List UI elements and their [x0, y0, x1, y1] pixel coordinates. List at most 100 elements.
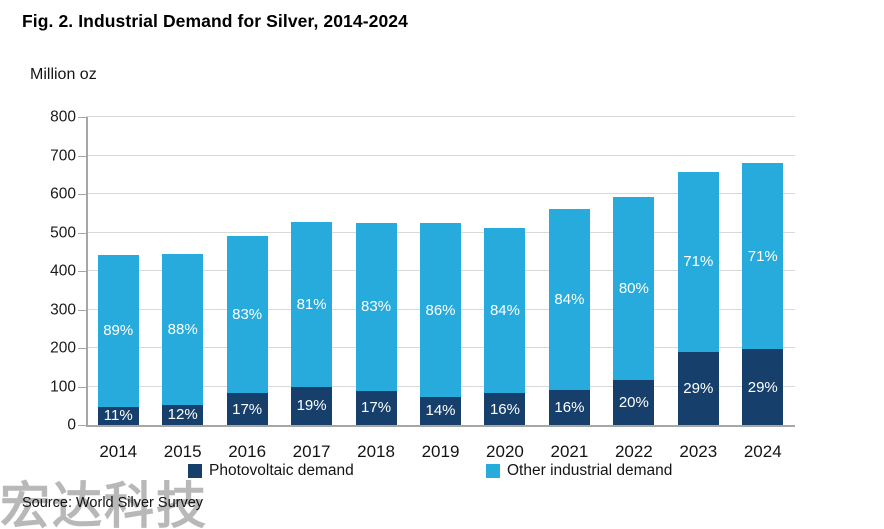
segment-other-industrial-2014: 89%: [97, 255, 139, 407]
pct-label-other-industrial-2016: 83%: [232, 306, 263, 324]
segment-photovoltaic-2018: 17%: [355, 390, 397, 425]
segment-photovoltaic-2014: 11%: [97, 406, 139, 425]
y-tick-label-300: 300: [50, 300, 76, 318]
segment-photovoltaic-2024: 29%: [742, 349, 784, 425]
segment-photovoltaic-2019: 14%: [420, 396, 461, 425]
bar-2016: 83% 17%: [226, 117, 268, 425]
y-tick-label-600: 600: [50, 185, 76, 203]
bar-2014: 89% 11%: [97, 117, 139, 425]
x-tick-label-2023: 2023: [679, 442, 718, 461]
pct-label-other-industrial-2021: 84%: [554, 291, 585, 308]
y-tick-mark-300: [78, 309, 86, 311]
pct-label-photovoltaic-2023: 29%: [683, 379, 714, 397]
y-tick-mark-400: [78, 271, 86, 272]
pct-label-other-industrial-2020: 84%: [489, 302, 520, 320]
pct-label-photovoltaic-2021: 16%: [554, 399, 585, 417]
y-tick-label-0: 0: [67, 416, 76, 434]
bar-2022: 80% 20%: [613, 117, 655, 425]
segment-photovoltaic-2021: 16%: [548, 390, 590, 425]
x-tick-label-2024: 2024: [743, 442, 782, 461]
bar-2018: 83% 17%: [355, 117, 397, 425]
segment-other-industrial-2021: 84%: [548, 208, 590, 391]
y-tick-label-200: 200: [50, 339, 76, 357]
y-tick-label-100: 100: [50, 377, 76, 395]
segment-photovoltaic-2017: 19%: [291, 386, 333, 425]
bar-2021: 84% 16%: [548, 117, 590, 425]
legend-swatch-photovoltaic: [188, 464, 202, 478]
x-tick-label-2022: 2022: [614, 442, 653, 461]
y-tick-mark-200: [78, 348, 86, 349]
pct-label-other-industrial-2024: 71%: [747, 247, 778, 265]
segment-other-industrial-2019: 86%: [420, 223, 461, 397]
y-tick-label-800: 800: [50, 108, 76, 126]
gridline-600: [86, 193, 795, 194]
bar-2020: 84% 16%: [484, 117, 526, 425]
pct-label-other-industrial-2022: 80%: [618, 279, 649, 297]
x-axis-line: [86, 425, 795, 427]
source-note: Source: World Silver Survey: [22, 495, 204, 511]
bar-2023: 71% 29%: [677, 117, 719, 425]
segment-other-industrial-2022: 80%: [613, 197, 655, 380]
bar-2017: 81% 19%: [291, 117, 333, 425]
pct-label-photovoltaic-2024: 29%: [747, 378, 778, 396]
y-axis-unit-label: Million oz: [30, 66, 97, 83]
y-tick-mark-800: [78, 117, 86, 118]
y-tick-label-700: 700: [50, 146, 76, 164]
pct-label-other-industrial-2017: 81%: [296, 295, 327, 313]
x-tick-label-2015: 2015: [163, 442, 202, 461]
gridline-800: [86, 116, 795, 117]
pct-label-photovoltaic-2019: 14%: [425, 402, 456, 420]
segment-photovoltaic-2023: 29%: [677, 351, 719, 425]
pct-label-photovoltaic-2014: 11%: [103, 407, 133, 425]
y-axis-line: [86, 117, 88, 426]
y-tick-label-400: 400: [50, 262, 76, 280]
pct-label-other-industrial-2015: 88%: [167, 321, 198, 339]
legend-item-other-industrial: Other industrial demand: [486, 462, 672, 480]
legend-label-other-industrial: Other industrial demand: [507, 462, 673, 479]
x-tick-label-2020: 2020: [486, 442, 524, 461]
segment-photovoltaic-2022: 20%: [613, 379, 655, 425]
pct-label-other-industrial-2014: 89%: [103, 322, 134, 340]
segment-other-industrial-2023: 71%: [677, 172, 719, 352]
pct-label-photovoltaic-2015: 12%: [167, 406, 198, 424]
y-tick-mark-600: [78, 194, 86, 195]
segment-other-industrial-2016: 83%: [226, 236, 268, 394]
x-tick-label-2021: 2021: [550, 442, 589, 461]
bar-2015: 88% 12%: [162, 117, 204, 425]
y-tick-mark-100: [78, 386, 86, 388]
pct-label-photovoltaic-2018: 17%: [361, 399, 392, 417]
pct-label-other-industrial-2018: 83%: [361, 298, 392, 316]
segment-photovoltaic-2016: 17%: [226, 393, 268, 425]
pct-label-photovoltaic-2016: 17%: [232, 400, 263, 418]
segment-other-industrial-2018: 83%: [355, 222, 397, 391]
y-tick-label-500: 500: [50, 223, 76, 241]
gridline-700: [86, 154, 795, 156]
pct-label-photovoltaic-2022: 20%: [618, 393, 649, 411]
legend-label-photovoltaic: Photovoltaic demand: [209, 462, 354, 479]
x-tick-label-2017: 2017: [292, 442, 331, 461]
pct-label-photovoltaic-2020: 16%: [489, 400, 520, 418]
segment-other-industrial-2017: 81%: [291, 221, 333, 387]
segment-photovoltaic-2015: 12%: [162, 404, 204, 425]
x-tick-label-2019: 2019: [421, 442, 460, 461]
y-tick-mark-0: [78, 425, 86, 426]
pct-label-other-industrial-2019: 86%: [425, 301, 456, 319]
x-tick-label-2016: 2016: [228, 442, 267, 461]
figure-title: Fig. 2. Industrial Demand for Silver, 20…: [22, 11, 408, 31]
legend-item-photovoltaic: Photovoltaic demand: [188, 462, 354, 480]
y-tick-mark-700: [78, 155, 86, 157]
x-tick-label-2018: 2018: [357, 442, 395, 461]
watermark: 宏达科技: [0, 478, 208, 529]
segment-other-industrial-2015: 88%: [162, 254, 204, 405]
legend-swatch-other-industrial: [486, 464, 500, 478]
bar-2019: 86% 14%: [420, 117, 461, 425]
segment-photovoltaic-2020: 16%: [484, 393, 526, 425]
pct-label-other-industrial-2023: 71%: [683, 253, 714, 271]
segment-other-industrial-2020: 84%: [484, 228, 526, 394]
plot-area: 89% 11% 88% 12% 83% 17% 81% 19% 83% 17% 86% 14% 84% 1…: [86, 116, 795, 425]
y-tick-mark-500: [78, 232, 86, 234]
pct-label-photovoltaic-2017: 19%: [296, 397, 327, 415]
x-tick-label-2014: 2014: [99, 442, 138, 461]
